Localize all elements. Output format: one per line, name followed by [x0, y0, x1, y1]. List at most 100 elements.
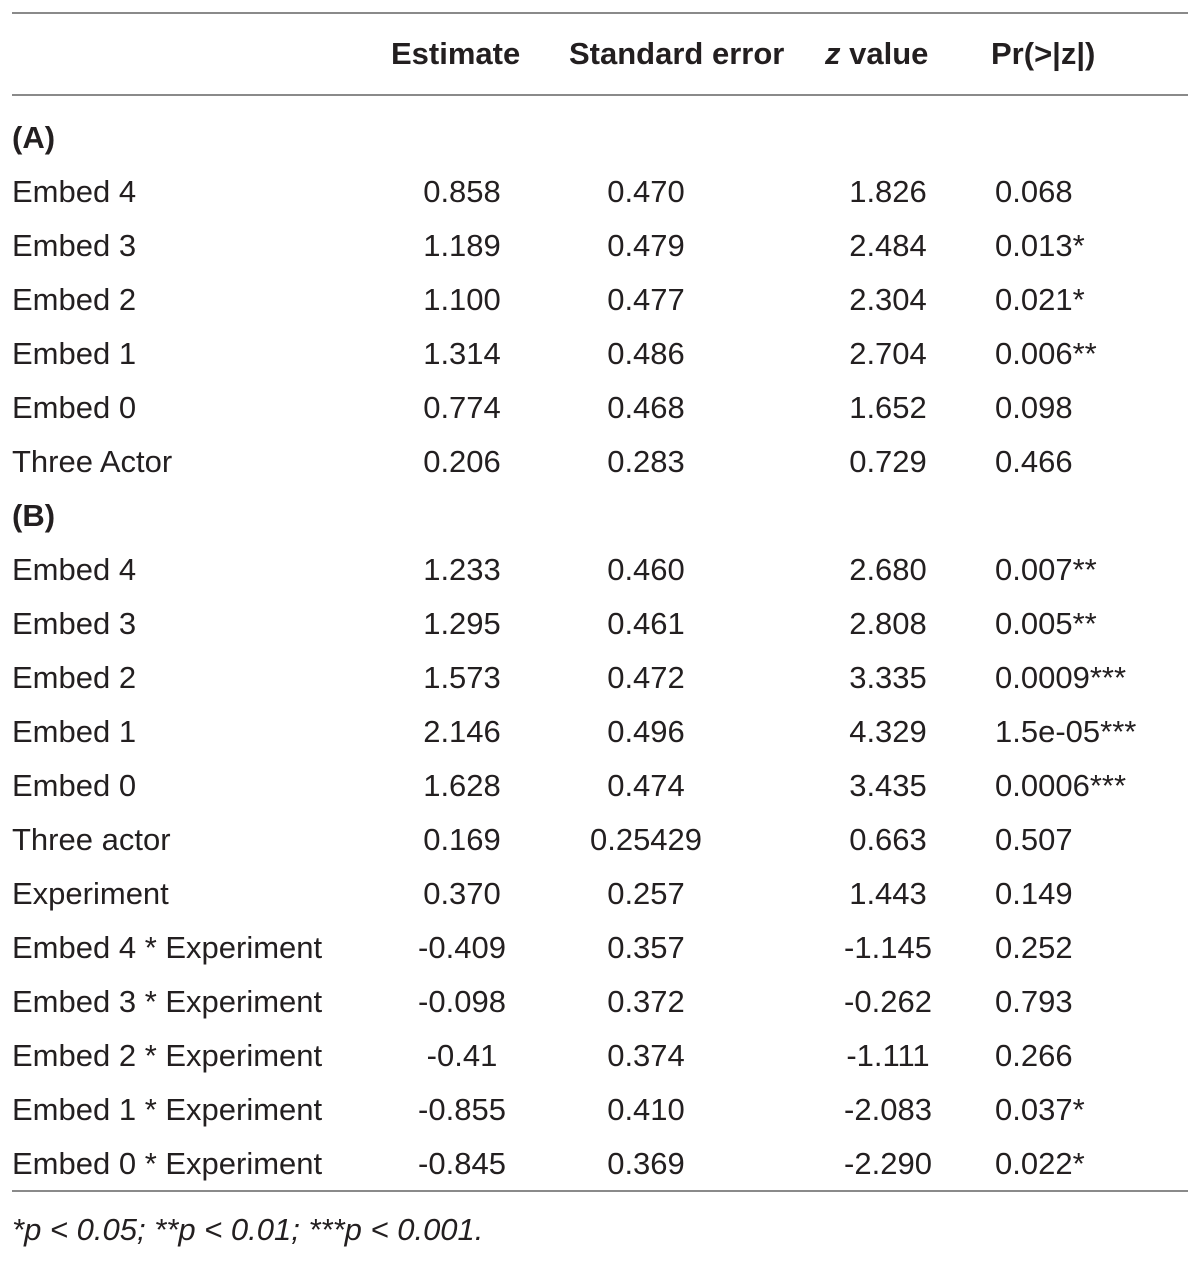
standard-error-cell: 0.357: [607, 930, 685, 965]
row-name-cell: Embed 3 * Experiment: [12, 984, 323, 1019]
row-name-cell: Embed 2: [12, 282, 137, 317]
row-name-cell: Embed 2 * Experiment: [12, 1038, 323, 1073]
row-name-cell: Embed 3: [12, 228, 137, 263]
estimate-cell: 1.628: [423, 768, 501, 803]
standard-error-cell: 0.257: [607, 876, 685, 911]
standard-error-cell: 0.25429: [589, 822, 703, 857]
table-row: Three Actor 0.206 0.283 0.729 0.466: [12, 435, 1188, 489]
estimate-cell: -0.41: [426, 1038, 498, 1073]
standard-error-cell: 0.486: [607, 336, 685, 371]
row-name-cell: Experiment: [12, 876, 169, 911]
header-empty-cell: [12, 13, 377, 95]
p-value-cell: 0.013*: [995, 228, 1085, 263]
p-value-cell: 0.021*: [995, 282, 1085, 317]
p-value-cell: 0.149: [995, 876, 1073, 911]
estimate-cell: 0.774: [423, 390, 501, 425]
z-value-cell: -2.290: [844, 1145, 932, 1181]
table-row: Embed 3 * Experiment -0.098 0.372 -0.262 0.7…: [12, 975, 1188, 1029]
table-row: Embed 1 * Experiment -0.855 0.410 -2.083 0.0…: [12, 1083, 1188, 1137]
row-name-cell: Embed 4 * Experiment: [12, 930, 323, 965]
estimate-cell: 1.314: [423, 336, 501, 371]
table-row: Embed 2 1.573 0.472 3.335 0.0009***: [12, 651, 1188, 705]
row-name-cell: Three Actor: [12, 444, 173, 479]
p-value-cell: 0.0006***: [995, 768, 1127, 803]
estimate-cell: 1.189: [423, 228, 501, 263]
standard-error-cell: 0.496: [607, 714, 685, 749]
table-row: Embed 0 * Experiment -0.845 0.369 -2.290 0.0…: [12, 1137, 1188, 1191]
p-value-cell: 0.006**: [995, 336, 1097, 371]
estimate-cell: 0.370: [423, 876, 501, 911]
estimate-cell: -0.409: [418, 930, 506, 965]
p-value-cell: 0.507: [995, 822, 1073, 857]
header-standard-error: Standard error: [569, 36, 785, 71]
row-name-cell: Embed 2: [12, 660, 137, 695]
row-name-cell: Embed 3: [12, 606, 137, 641]
table-row: Embed 1 2.146 0.496 4.329 1.5e-05***: [12, 705, 1188, 759]
z-value-cell: 0.663: [849, 822, 927, 857]
z-value-cell: 2.704: [849, 336, 927, 371]
standard-error-cell: 0.372: [607, 984, 685, 1019]
header-estimate: Estimate: [391, 36, 521, 71]
standard-error-cell: 0.460: [607, 552, 685, 587]
table-row: Embed 2 * Experiment -0.41 0.374 -1.111 0.26…: [12, 1029, 1188, 1083]
table-row: Embed 0 1.628 0.474 3.435 0.0006***: [12, 759, 1188, 813]
z-value-cell: -0.262: [844, 984, 932, 1019]
p-value-cell: 0.098: [995, 390, 1073, 425]
estimate-cell: -0.098: [418, 984, 506, 1019]
p-value-cell: 0.037*: [995, 1092, 1085, 1127]
estimate-cell: -0.845: [418, 1145, 506, 1181]
estimate-cell: 1.295: [423, 606, 501, 641]
z-value-cell: -2.083: [844, 1092, 932, 1127]
standard-error-cell: 0.470: [607, 174, 685, 209]
table-row: Embed 4 0.858 0.470 1.826 0.068: [12, 165, 1188, 219]
z-value-cell: 1.443: [849, 876, 927, 911]
standard-error-cell: 0.477: [607, 282, 685, 317]
estimate-cell: 0.206: [423, 444, 501, 479]
z-value-cell: 2.680: [849, 552, 927, 587]
z-value-cell: 4.329: [849, 714, 927, 749]
estimate-cell: 1.233: [423, 552, 501, 587]
header-row: Estimate Standard error z value Pr(>|z|): [12, 13, 1188, 95]
table-row: Embed 0 0.774 0.468 1.652 0.098: [12, 381, 1188, 435]
p-value-cell: 0.022*: [995, 1145, 1085, 1181]
header-z-rest: value: [840, 36, 929, 71]
standard-error-cell: 0.369: [607, 1145, 685, 1181]
section-row: (B): [12, 489, 1188, 543]
z-value-cell: 1.826: [849, 174, 927, 209]
section-row: (A): [12, 95, 1188, 165]
table-body: (A) Embed 4 0.858 0.470 1.826 0.068 Embed 3 1.1…: [12, 95, 1188, 1191]
row-name-cell: Three actor: [12, 822, 171, 857]
significance-footnote: *p < 0.05; **p < 0.01; ***p < 0.001.: [12, 1212, 484, 1247]
z-value-cell: -1.145: [844, 930, 932, 965]
z-value-cell: 3.435: [849, 768, 927, 803]
table-row: Embed 3 1.189 0.479 2.484 0.013*: [12, 219, 1188, 273]
header-z-italic: z: [825, 36, 841, 71]
row-name-cell: Embed 1: [12, 336, 137, 371]
section-label: (B): [12, 498, 56, 533]
z-value-cell: 1.652: [849, 390, 927, 425]
estimate-cell: 1.100: [423, 282, 501, 317]
section-label: (A): [12, 119, 56, 155]
standard-error-cell: 0.474: [607, 768, 685, 803]
p-value-cell: 0.252: [995, 930, 1073, 965]
estimate-cell: 1.573: [423, 660, 501, 695]
row-name-cell: Embed 1: [12, 714, 137, 749]
standard-error-cell: 0.468: [607, 390, 685, 425]
p-value-cell: 0.005**: [995, 606, 1097, 641]
standard-error-cell: 0.461: [607, 606, 685, 641]
z-value-cell: -1.111: [846, 1038, 930, 1073]
header-p-value: Pr(>|z|): [991, 36, 1096, 71]
row-name-cell: Embed 1 * Experiment: [12, 1092, 323, 1127]
row-name-cell: Embed 4: [12, 174, 137, 209]
z-value-cell: 2.304: [849, 282, 927, 317]
standard-error-cell: 0.374: [607, 1038, 685, 1073]
table-row: Embed 4 * Experiment -0.409 0.357 -1.145 0.2…: [12, 921, 1188, 975]
z-value-cell: 0.729: [849, 444, 927, 479]
p-value-cell: 0.007**: [995, 552, 1097, 587]
table-header: Estimate Standard error z value Pr(>|z|): [12, 13, 1188, 95]
z-value-cell: 2.484: [849, 228, 927, 263]
standard-error-cell: 0.283: [607, 444, 685, 479]
regression-table-container: Estimate Standard error z value Pr(>|z|)…: [12, 12, 1188, 1192]
table-row: Embed 4 1.233 0.460 2.680 0.007**: [12, 543, 1188, 597]
estimate-cell: 0.169: [423, 822, 501, 857]
